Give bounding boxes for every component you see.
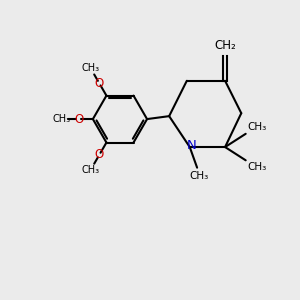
Text: CH₂: CH₂ [214, 39, 236, 52]
Text: O: O [95, 77, 104, 90]
Text: CH₃: CH₃ [52, 114, 70, 124]
Text: CH₃: CH₃ [189, 171, 208, 181]
Text: N: N [186, 139, 196, 152]
Text: CH₃: CH₃ [247, 162, 266, 172]
Text: CH₃: CH₃ [82, 165, 100, 175]
Text: CH₃: CH₃ [82, 63, 100, 73]
Text: O: O [74, 112, 83, 126]
Text: O: O [95, 148, 104, 161]
Text: CH₃: CH₃ [247, 122, 266, 132]
